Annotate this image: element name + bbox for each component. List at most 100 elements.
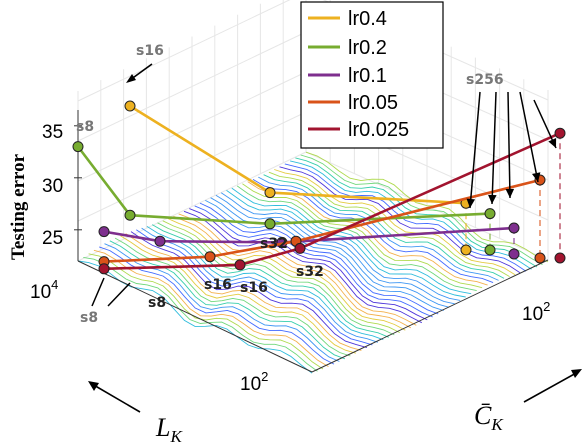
grid-line <box>77 0 291 102</box>
contour-line <box>109 240 346 360</box>
z-axis-label: Testing error <box>8 153 29 260</box>
annotation-arrowhead <box>488 194 497 204</box>
contour-line <box>295 157 538 268</box>
grid-line <box>77 71 307 182</box>
contour-line <box>236 185 477 292</box>
contour-line <box>284 163 527 272</box>
contour-line <box>205 200 444 312</box>
data-point <box>124 209 136 221</box>
contour-line <box>88 253 324 370</box>
axes-layer <box>74 110 549 373</box>
annotation-arrow <box>469 91 481 209</box>
y-tick-label: 102 <box>522 299 550 325</box>
data-point <box>264 218 276 230</box>
contour-line <box>157 222 395 336</box>
z-tick-label: 30 <box>42 176 63 197</box>
annotation-s8-left: s8 <box>76 119 94 135</box>
contour-line <box>125 233 362 351</box>
data-point <box>484 208 496 220</box>
data-point <box>72 141 84 153</box>
annotation-arrowhead <box>532 172 541 182</box>
contour-line <box>258 176 499 281</box>
grid-line <box>77 111 307 222</box>
contour-line <box>104 243 340 362</box>
contour-line <box>194 205 433 318</box>
contour-line <box>83 256 318 372</box>
contour-line <box>141 227 379 343</box>
y-axis-line <box>311 259 549 373</box>
x-axis-arrow <box>88 381 141 413</box>
contour-line <box>274 169 516 276</box>
floor-point <box>508 248 520 260</box>
contour-line <box>130 231 368 349</box>
data-point <box>204 251 216 263</box>
contour-line <box>77 260 313 374</box>
legend-label: lr0.05 <box>348 92 398 114</box>
series-layer <box>72 100 566 275</box>
annotation-s8-mid: s8 <box>148 295 166 311</box>
data-point <box>98 226 110 238</box>
annotation-layer <box>91 91 557 307</box>
contour-line <box>215 194 455 305</box>
contour-line <box>305 151 549 263</box>
contour-line <box>178 213 417 326</box>
y-axis-arrow <box>523 369 582 403</box>
series-line-lr0.1 <box>103 226 515 244</box>
annotation-s32-b: s32 <box>296 264 324 280</box>
annotation-arrow <box>491 91 497 205</box>
legend-label: lr0.1 <box>348 65 387 87</box>
contour-line <box>136 229 373 346</box>
annotation-arrow <box>519 91 539 183</box>
data-point <box>508 222 520 234</box>
contour-line <box>231 187 472 295</box>
floor-point <box>460 244 472 256</box>
annotation-s32-a: s32 <box>260 236 288 252</box>
series-line-lr0.025 <box>103 132 561 271</box>
floor-point <box>534 252 546 264</box>
contour-line <box>189 208 428 321</box>
annotation-arrow <box>507 91 511 199</box>
grid-line <box>77 31 307 142</box>
contour-line <box>120 235 357 354</box>
annotation-s16-b: s16 <box>240 280 268 296</box>
annotation-arrowhead <box>466 198 476 208</box>
contour-line <box>93 249 329 367</box>
legend: lr0.4 lr0.2 lr0.1 lr0.05 lr0.025 <box>300 1 444 149</box>
annotation-s16-top: s16 <box>136 43 164 59</box>
series-line-lr0.2 <box>76 145 491 226</box>
data-point <box>154 235 166 247</box>
contour-line <box>279 166 521 274</box>
legend-label: lr0.4 <box>348 8 387 30</box>
contour-line <box>199 202 439 315</box>
contour-line <box>146 226 384 341</box>
x-tick-label: 102 <box>240 369 268 395</box>
annotation-arrow <box>91 277 105 307</box>
data-point <box>294 242 306 254</box>
contour-line <box>268 171 510 277</box>
z-tick-label: 25 <box>42 228 63 249</box>
x-axis-line <box>77 260 313 373</box>
annotation-arrowhead <box>505 188 515 198</box>
floor-point <box>484 244 496 256</box>
data-point <box>554 127 566 139</box>
data-point <box>234 259 246 271</box>
legend-label: lr0.2 <box>348 37 387 59</box>
annotation-s16-a: s16 <box>204 277 232 293</box>
series-line-lr0.05 <box>103 178 541 263</box>
annotation-arrowhead <box>548 138 557 148</box>
annotation-arrow <box>126 63 153 83</box>
contour-line <box>226 190 466 298</box>
data-point <box>264 187 276 199</box>
annotation-s8-bottom: s8 <box>80 310 98 326</box>
contour-line <box>263 174 505 279</box>
data-point <box>124 100 136 112</box>
annotation-arrow <box>107 282 131 307</box>
grid-line <box>77 151 307 262</box>
x-axis-label: LK <box>155 413 183 443</box>
contour-line <box>252 179 494 284</box>
annotation-s256: s256 <box>466 72 504 88</box>
contour-surface <box>77 151 549 374</box>
contour-line <box>151 224 389 338</box>
y-axis-label: C̄K <box>474 401 504 434</box>
